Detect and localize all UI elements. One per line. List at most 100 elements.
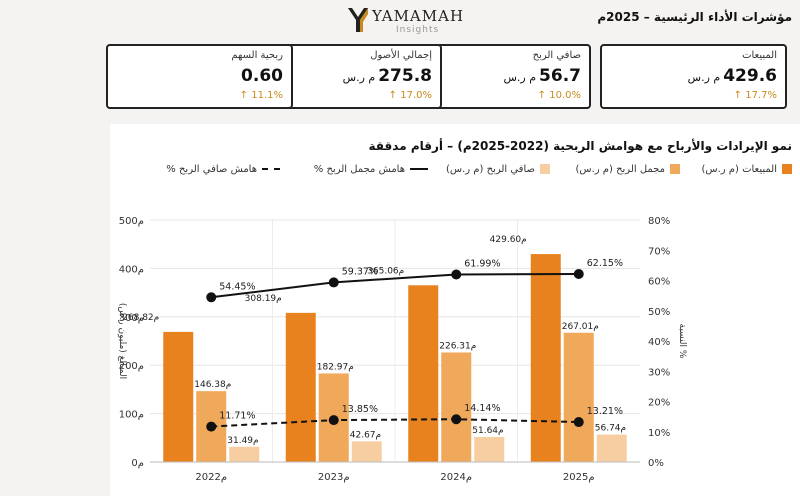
- bar-value-label: 56.74م: [595, 424, 626, 434]
- kpi-card-eps: ربحية السهم 0.60 11.1% ↑: [106, 44, 293, 109]
- right-axis-tick-label: 20%: [648, 398, 670, 409]
- bar-value-label: 31.49م: [227, 436, 258, 446]
- bar-value-label: 146.38م: [194, 380, 231, 390]
- bar-value-label: 308.19م: [245, 294, 282, 304]
- legend-item-sales: المبيعات (م ر.س): [701, 162, 792, 176]
- gridlines: [150, 219, 640, 463]
- kpi-value: 429.6: [723, 66, 777, 86]
- margin-value-label: 13.85%: [342, 404, 378, 415]
- legend-label: المبيعات (م ر.س): [701, 163, 778, 175]
- line-point: [573, 417, 584, 428]
- bar: [351, 441, 382, 462]
- brand-subtitle: Insights: [396, 25, 440, 35]
- left-axis-tick-label: 500م: [119, 216, 144, 227]
- bar: [530, 254, 561, 462]
- legend-item-gross-margin: هامش مجمل الربح %: [314, 162, 428, 176]
- legend-item-gross-profit: مجمل الربح (م ر.س): [576, 162, 680, 176]
- header: YAMAMAH Insights مؤشرات الأداء الرئيسية …: [0, 0, 800, 40]
- left-axis-tick-label: 0م: [131, 458, 144, 469]
- kpi-value: 0.60: [241, 66, 283, 86]
- kpi-label: إجمالي الأصول: [370, 50, 432, 61]
- line-point: [328, 415, 339, 426]
- legend-swatch: [540, 164, 550, 174]
- kpi-change: 17.7% ↑: [733, 90, 777, 101]
- left-axis-tick-label: 100م: [119, 410, 144, 421]
- margin-value-label: 13.21%: [587, 406, 623, 417]
- x-axis-tick-label: 2022م: [195, 472, 227, 483]
- right-axis-tick-label: 30%: [648, 367, 670, 378]
- kpi-label: ربحية السهم: [231, 50, 283, 61]
- legend-swatch: [670, 164, 680, 174]
- kpi-card-total-assets: إجمالي الأصول 275.8م ر.س 17.0% ↑: [255, 44, 442, 109]
- line-point: [206, 421, 217, 432]
- kpi-unit: م ر.س: [503, 71, 537, 84]
- bar-value-label: 182.97م: [317, 362, 354, 372]
- kpi-value: 56.7: [539, 66, 581, 86]
- bar-value-label: 226.31م: [439, 341, 476, 351]
- bar: [596, 434, 627, 462]
- kpi-card-sales: المبيعات 429.6م ر.س 17.7% ↑: [600, 44, 787, 109]
- gross-margin-line: [211, 272, 579, 299]
- kpi-change: 11.1% ↑: [239, 90, 283, 101]
- right-axis-tick-label: 70%: [648, 246, 670, 257]
- data-labels: 268.82م 146.38م 31.49م 308.19م 182.97م 42.67م…: [122, 235, 626, 446]
- bar-value-label: 267.01م: [562, 322, 599, 332]
- right-axis-title: النسبة %: [677, 324, 687, 359]
- axes: 0م 100م 200م 300م 400م 500م 0% 10% 20% 30% 40% 50% 6…: [117, 216, 687, 483]
- line-point: [451, 269, 462, 280]
- margin-lines: [206, 268, 584, 432]
- right-axis-tick-label: 50%: [648, 307, 670, 318]
- bar-value-label: 365.06م: [367, 266, 404, 276]
- x-axis-tick-label: 2024م: [440, 472, 472, 483]
- page-title: مؤشرات الأداء الرئيسية – 2025م: [597, 10, 792, 24]
- kpi-change: 17.0% ↑: [388, 90, 432, 101]
- legend-line: [410, 168, 428, 170]
- kpi-value: 275.8: [378, 66, 432, 86]
- left-axis-tick-label: 400م: [119, 264, 144, 275]
- left-axis-tick-label: 200م: [119, 361, 144, 372]
- line-point: [328, 277, 339, 288]
- margin-value-label: 61.99%: [464, 258, 500, 269]
- margin-value-label: 54.45%: [219, 281, 255, 292]
- bar: [441, 352, 472, 462]
- bars: [163, 254, 627, 462]
- right-axis-tick-label: 0%: [648, 458, 664, 469]
- right-axis-tick-label: 80%: [648, 216, 670, 227]
- bar: [563, 332, 594, 462]
- legend-swatch: [782, 164, 792, 174]
- kpi-unit: م ر.س: [342, 71, 376, 84]
- brand-logo: YAMAMAH Insights: [346, 6, 476, 36]
- right-axis-tick-label: 60%: [648, 277, 670, 288]
- legend-label: هامش صافي الربح %: [166, 163, 257, 175]
- margin-value-label: 59.37%: [342, 266, 378, 277]
- margin-value-label: 62.15%: [587, 258, 623, 269]
- legend-item-net-profit: صافي الربح (م ر.س): [446, 162, 550, 176]
- right-axis-tick-label: 10%: [648, 428, 670, 439]
- bar: [285, 312, 316, 462]
- legend-line: [262, 168, 280, 170]
- bar: [163, 331, 194, 462]
- kpi-label: صافي الربح: [532, 50, 581, 61]
- legend-item-net-margin: هامش صافي الربح %: [166, 162, 280, 176]
- chart-title: نمو الإيرادات والأرباح مع هوامش الربحية …: [368, 139, 792, 153]
- kpi-label: المبيعات: [742, 50, 777, 61]
- bar: [474, 437, 505, 462]
- legend-label: هامش مجمل الربح %: [313, 163, 405, 175]
- bar-value-label: 51.64م: [472, 426, 503, 436]
- bar: [408, 285, 439, 462]
- brand-name: YAMAMAH: [372, 7, 465, 25]
- line-point: [451, 414, 462, 425]
- bar-value-label: 268.82م: [122, 313, 159, 323]
- left-axis-tick-label: 300م: [119, 313, 144, 324]
- legend-label: صافي الربح (م ر.س): [446, 163, 535, 175]
- bar-value-label: 429.60م: [490, 235, 527, 245]
- x-axis-tick-label: 2023م: [318, 472, 350, 483]
- margin-value-label: 11.71%: [219, 411, 255, 422]
- line-point: [206, 292, 217, 303]
- line-point: [573, 268, 584, 279]
- logo-mark-icon: [348, 8, 368, 32]
- bar: [229, 446, 260, 462]
- bar-value-label: 42.67م: [350, 430, 381, 440]
- x-axis-tick-label: 2025م: [563, 472, 595, 483]
